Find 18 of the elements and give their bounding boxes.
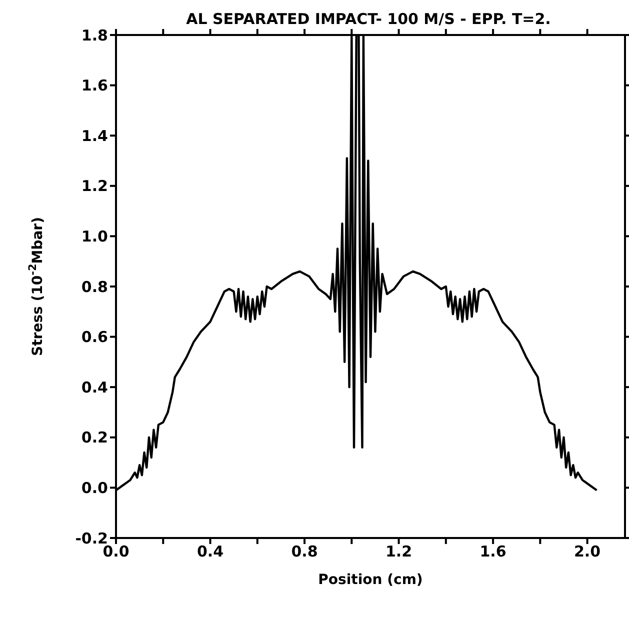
y-tick-label: 0.2	[81, 428, 108, 447]
x-tick-label: 0.0	[102, 542, 130, 561]
y-tick-label: 1.8	[81, 26, 108, 44]
y-tick-label: 0.6	[81, 328, 108, 346]
x-axis-title: Position (cm)	[318, 572, 423, 588]
y-tick-label: 1.0	[81, 228, 108, 246]
y-tick-label: 0.4	[81, 378, 108, 396]
x-tick-label: 1.2	[385, 542, 412, 561]
y-tick-label: 1.2	[81, 177, 108, 196]
x-tick-label: 0.4	[196, 542, 224, 561]
x-tick-label: 2.0	[574, 542, 601, 561]
y-tick-label: 1.6	[81, 76, 108, 95]
y-tick-label: 0.0	[81, 479, 108, 498]
chart-title: AL SEPARATED IMPACT- 100 M/S - EPP. T=2.	[186, 10, 551, 28]
y-tick-label: 1.4	[81, 126, 108, 145]
y-tick-label: 0.8	[81, 278, 108, 296]
x-tick-label: 0.8	[291, 542, 318, 561]
x-tick-label: 1.6	[480, 542, 506, 561]
